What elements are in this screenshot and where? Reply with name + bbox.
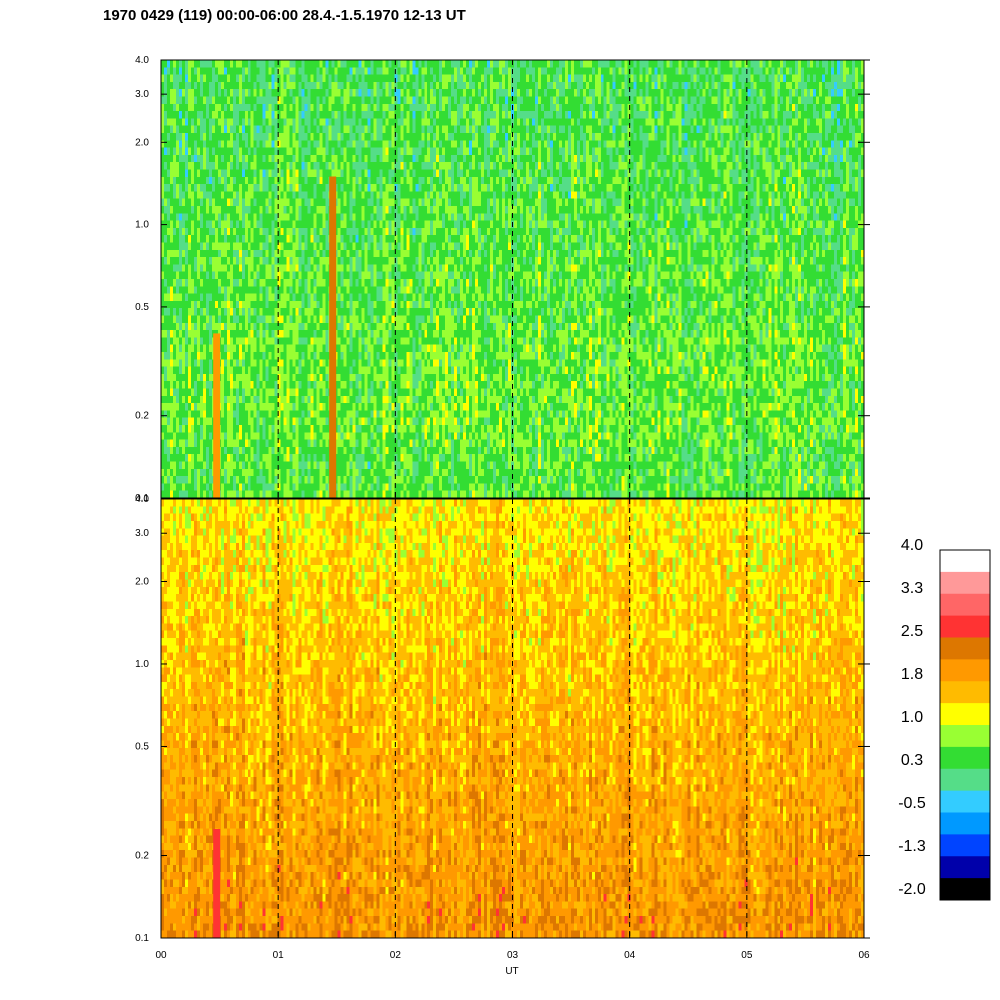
colorbar-label: -0.5 (898, 795, 926, 812)
colorbar-swatch (940, 747, 990, 769)
x-tick-label: 06 (858, 950, 870, 961)
x-tick-label: 05 (741, 950, 753, 961)
x-tick-label: 00 (155, 950, 167, 961)
colorbar-swatch (940, 703, 990, 725)
lower-y-tick-label: 0.1 (135, 933, 149, 944)
colorbar-swatch (940, 878, 990, 900)
colorbar-label: -1.3 (898, 838, 926, 855)
lower-y-tick-label: 0.5 (135, 741, 149, 752)
lower-y-tick-label: 0.2 (135, 851, 149, 862)
x-tick-label: 01 (273, 950, 285, 961)
colorbar-swatch (940, 791, 990, 813)
lower-panel: 0.1 0.2 0.5 1.0 2.0 3.0 4.0 00 01 02 03 04 05 06 (135, 494, 870, 961)
colorbar-label: 1.0 (901, 709, 923, 726)
upper-panel: 0.10.20.51.02.03.04.0 (135, 55, 870, 504)
upper-y-tick-label: 3.0 (135, 89, 149, 100)
colorbar-swatch (940, 769, 990, 791)
colorbar-label: 0.3 (901, 752, 923, 769)
x-tick-label: 03 (507, 950, 519, 961)
upper-y-tick-label: 0.2 (135, 411, 149, 422)
colorbar-swatch (940, 594, 990, 616)
colorbar: 4.0 3.3 2.5 1.8 1.0 0.3 -0.5 -1.3 -2.0 (898, 537, 990, 900)
lower-y-tick-label: 2.0 (135, 576, 149, 587)
colorbar-swatch (940, 856, 990, 878)
upper-y-tick-label: 1.0 (135, 220, 149, 231)
colorbar-swatch (940, 834, 990, 856)
colorbar-label: -2.0 (898, 881, 926, 898)
x-tick-label: 04 (624, 950, 636, 961)
lower-y-tick-label: 4.0 (135, 494, 149, 505)
lower-streak-0 (213, 829, 220, 938)
x-tick-label: 02 (390, 950, 402, 961)
colorbar-label: 4.0 (901, 537, 923, 554)
upper-y-tick-label: 2.0 (135, 137, 149, 148)
upper-y-tick-label: 4.0 (135, 55, 149, 66)
colorbar-swatch (940, 550, 990, 572)
colorbar-swatch (940, 616, 990, 638)
lower-y-tick-label: 3.0 (135, 528, 149, 539)
colorbar-label: 2.5 (901, 623, 923, 640)
x-axis-label: UT (505, 966, 518, 977)
upper-streak-1 (329, 177, 336, 499)
colorbar-swatch (940, 638, 990, 660)
upper-y-tick-label: 0.5 (135, 302, 149, 313)
colorbar-swatch (940, 659, 990, 681)
figure-title: 1970 0429 (119) 00:00-06:00 28.4.-1.5.19… (103, 7, 466, 24)
upper-streak-0 (213, 333, 220, 498)
colorbar-swatch (940, 813, 990, 835)
colorbar-swatch (940, 725, 990, 747)
colorbar-swatch (940, 572, 990, 594)
colorbar-label: 3.3 (901, 580, 923, 597)
colorbar-swatch (940, 681, 990, 703)
colorbar-label: 1.8 (901, 666, 923, 683)
lower-y-tick-label: 1.0 (135, 659, 149, 670)
